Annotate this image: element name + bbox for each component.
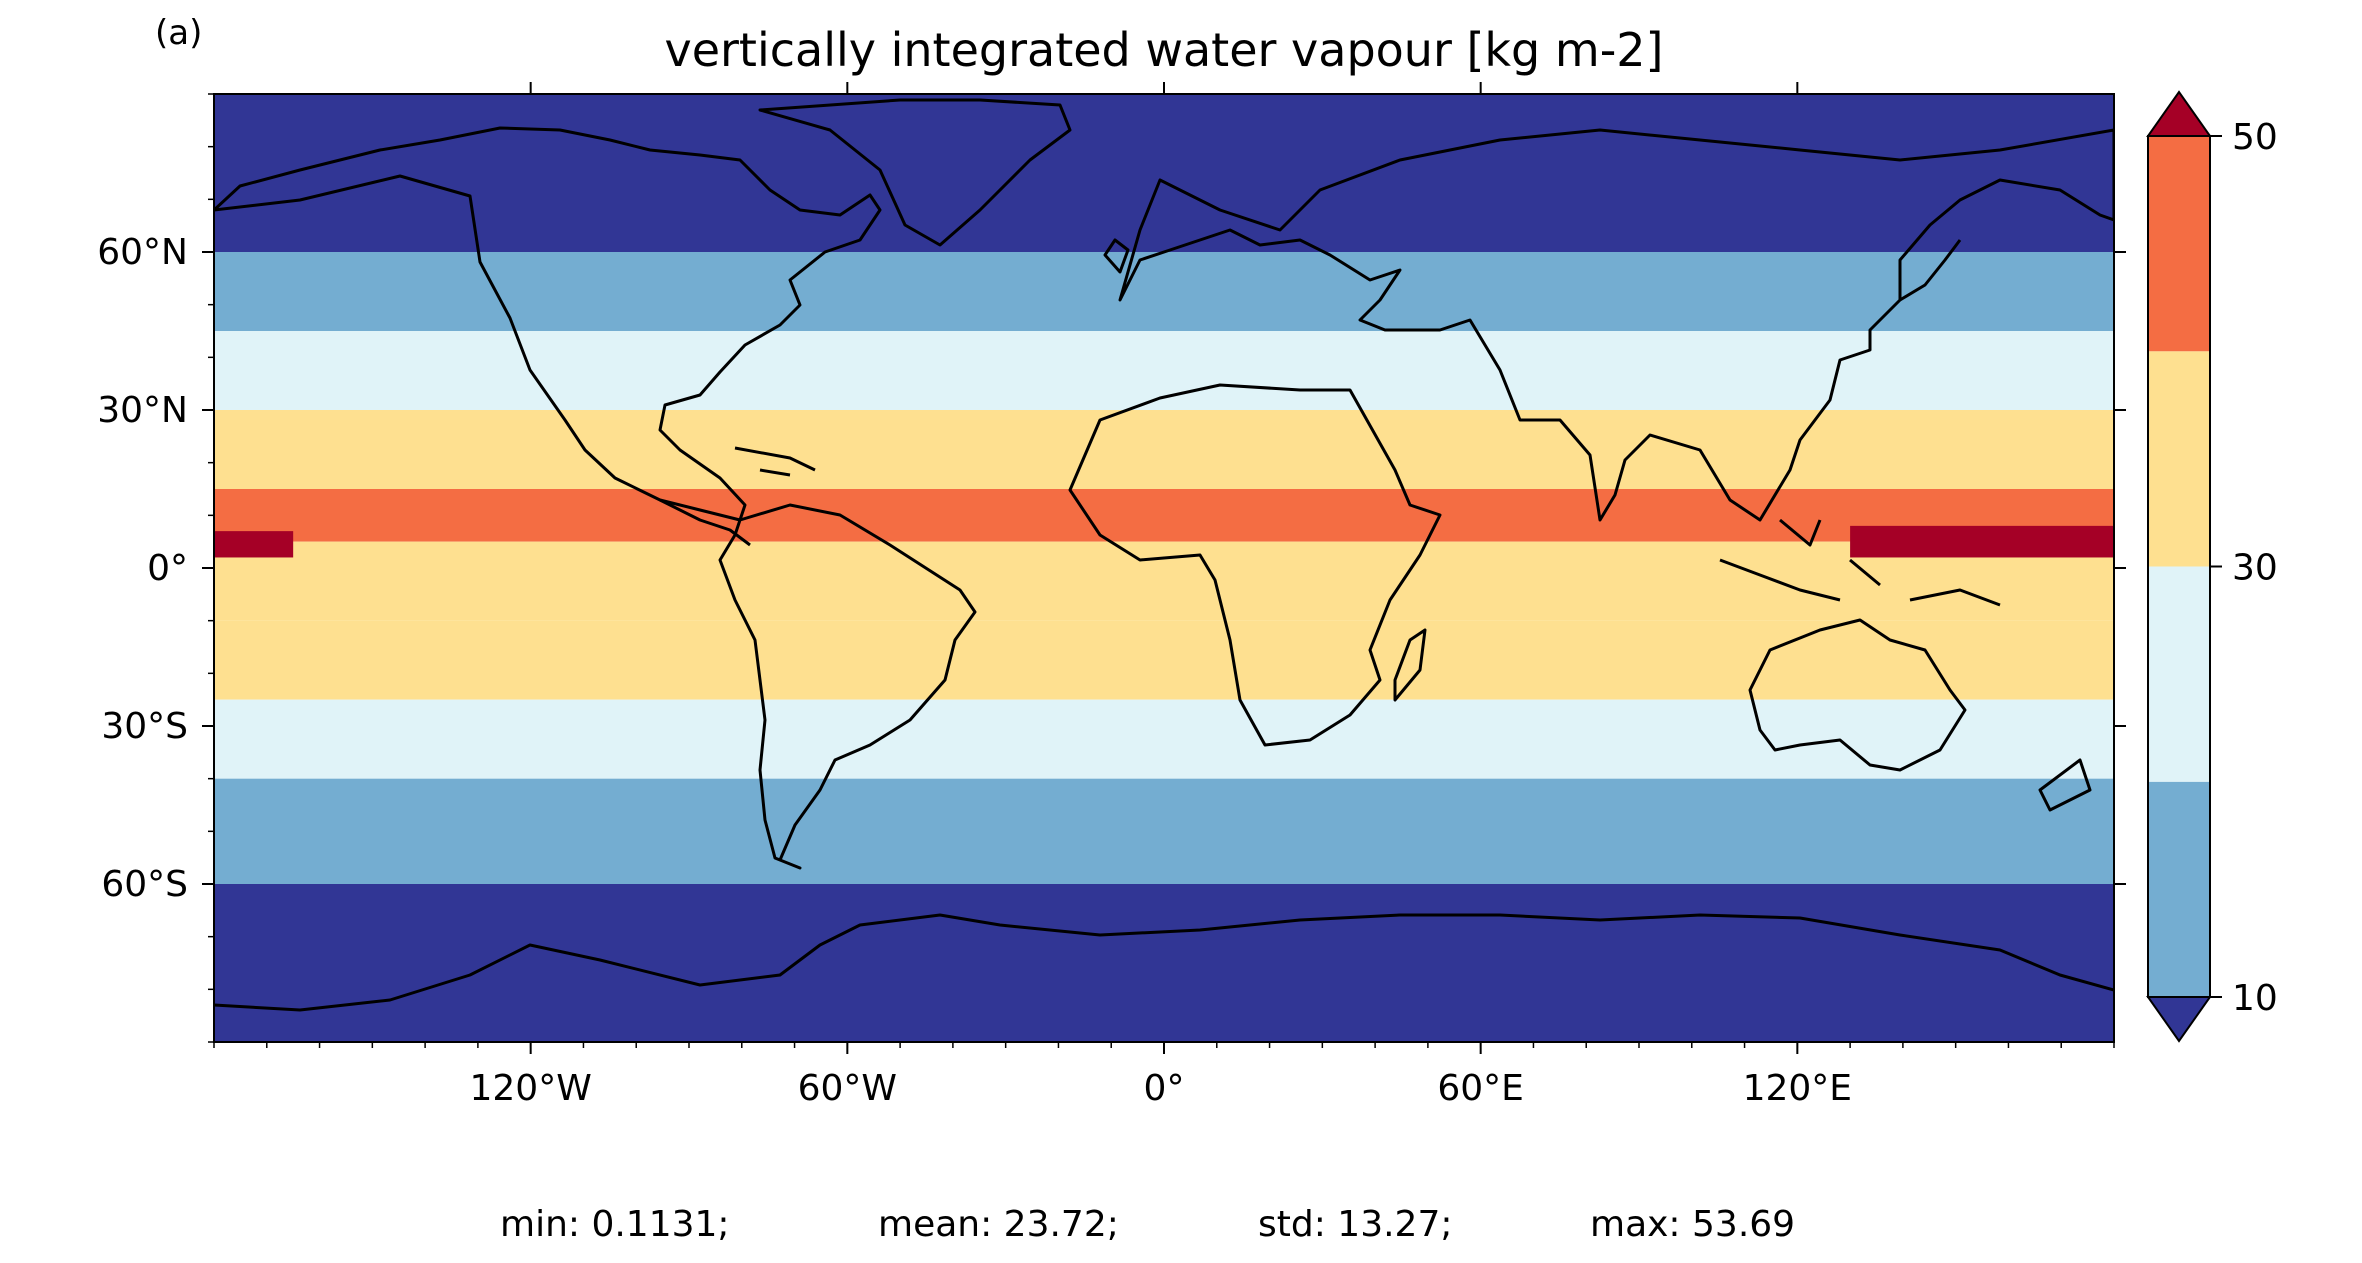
band-0 bbox=[214, 94, 2114, 252]
chart-title: vertically integrated water vapour [kg m… bbox=[664, 23, 1663, 77]
band-4 bbox=[214, 489, 2114, 542]
y-tick-label: 30°N bbox=[97, 390, 188, 431]
coast-south-america bbox=[718, 503, 977, 870]
x-tick-label: 0° bbox=[1144, 1068, 1185, 1109]
coast-uk bbox=[1103, 238, 1130, 274]
band-9 bbox=[214, 884, 2114, 1042]
x-tick-label: 60°E bbox=[1437, 1068, 1524, 1109]
x-tick-label: 120°W bbox=[470, 1068, 592, 1109]
colorbar-segment bbox=[2148, 351, 2210, 567]
coast-antarctica bbox=[214, 913, 2114, 1012]
coast-madagascar bbox=[1393, 628, 1427, 702]
band-5 bbox=[214, 541, 2114, 621]
colorbar-tick-label: 10 bbox=[2232, 978, 2278, 1019]
stat-mean: mean: 23.72; bbox=[878, 1204, 1119, 1245]
panel-label: (a) bbox=[155, 13, 202, 53]
band-1 bbox=[214, 252, 2114, 331]
coast-north-america bbox=[214, 126, 882, 522]
band-8 bbox=[214, 778, 2114, 884]
stat-min: min: 0.1131; bbox=[500, 1204, 730, 1245]
y-tick-label: 60°N bbox=[97, 232, 188, 273]
coast-greenland bbox=[758, 98, 1072, 247]
colorbar-segment bbox=[2148, 136, 2210, 352]
max-pocket-1 bbox=[214, 531, 294, 558]
y-tick-label: 0° bbox=[147, 548, 188, 589]
water-vapour-field bbox=[214, 94, 2114, 1042]
stat-std: std: 13.27; bbox=[1258, 1204, 1452, 1245]
colorbar-extend-max bbox=[2146, 90, 2212, 137]
max-pocket-0 bbox=[1850, 525, 2114, 558]
stat-max: max: 53.69 bbox=[1590, 1204, 1795, 1245]
colorbar-tick-label: 50 bbox=[2232, 117, 2278, 158]
axis-ticks: 120°W 60°W 0° 60°E 120°E 60°N 30°N 0° 30°S 60°S bbox=[97, 82, 2126, 1109]
colorbar-tick-label: 30 bbox=[2232, 548, 2278, 589]
y-tick-label: 60°S bbox=[101, 864, 188, 905]
x-tick-label: 120°E bbox=[1743, 1068, 1852, 1109]
band-3 bbox=[214, 410, 2114, 489]
colorbar: 50 30 10 bbox=[2146, 90, 2278, 1043]
colorbar-segment bbox=[2148, 566, 2210, 782]
coast-central-america bbox=[659, 498, 751, 547]
map-plot bbox=[214, 94, 2114, 1042]
y-tick-label: 30°S bbox=[101, 706, 188, 747]
stats-line: min: 0.1131; mean: 23.72; std: 13.27; ma… bbox=[500, 1204, 1795, 1245]
coast-eurasia bbox=[1118, 128, 2114, 522]
coast-caribbean bbox=[734, 446, 816, 477]
band-7 bbox=[214, 699, 2114, 779]
coast-africa bbox=[1068, 383, 1442, 747]
x-tick-label: 60°W bbox=[798, 1068, 897, 1109]
colorbar-extend-min bbox=[2146, 996, 2212, 1043]
coast-australia bbox=[1748, 618, 1967, 772]
band-6 bbox=[214, 620, 2114, 700]
colorbar-segment bbox=[2148, 781, 2210, 997]
coast-maritime bbox=[1719, 518, 2001, 607]
coast-japan bbox=[1899, 239, 1962, 302]
coast-new-zealand bbox=[2038, 758, 2092, 812]
coastlines bbox=[214, 98, 2114, 1012]
